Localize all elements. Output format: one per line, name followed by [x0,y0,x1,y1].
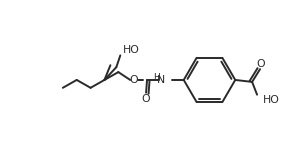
Text: HO: HO [263,95,280,105]
Text: HO: HO [123,45,140,55]
Text: O: O [130,75,139,85]
Text: H: H [153,73,160,83]
Text: N: N [157,75,165,85]
Text: O: O [257,59,265,69]
Text: O: O [142,94,150,104]
